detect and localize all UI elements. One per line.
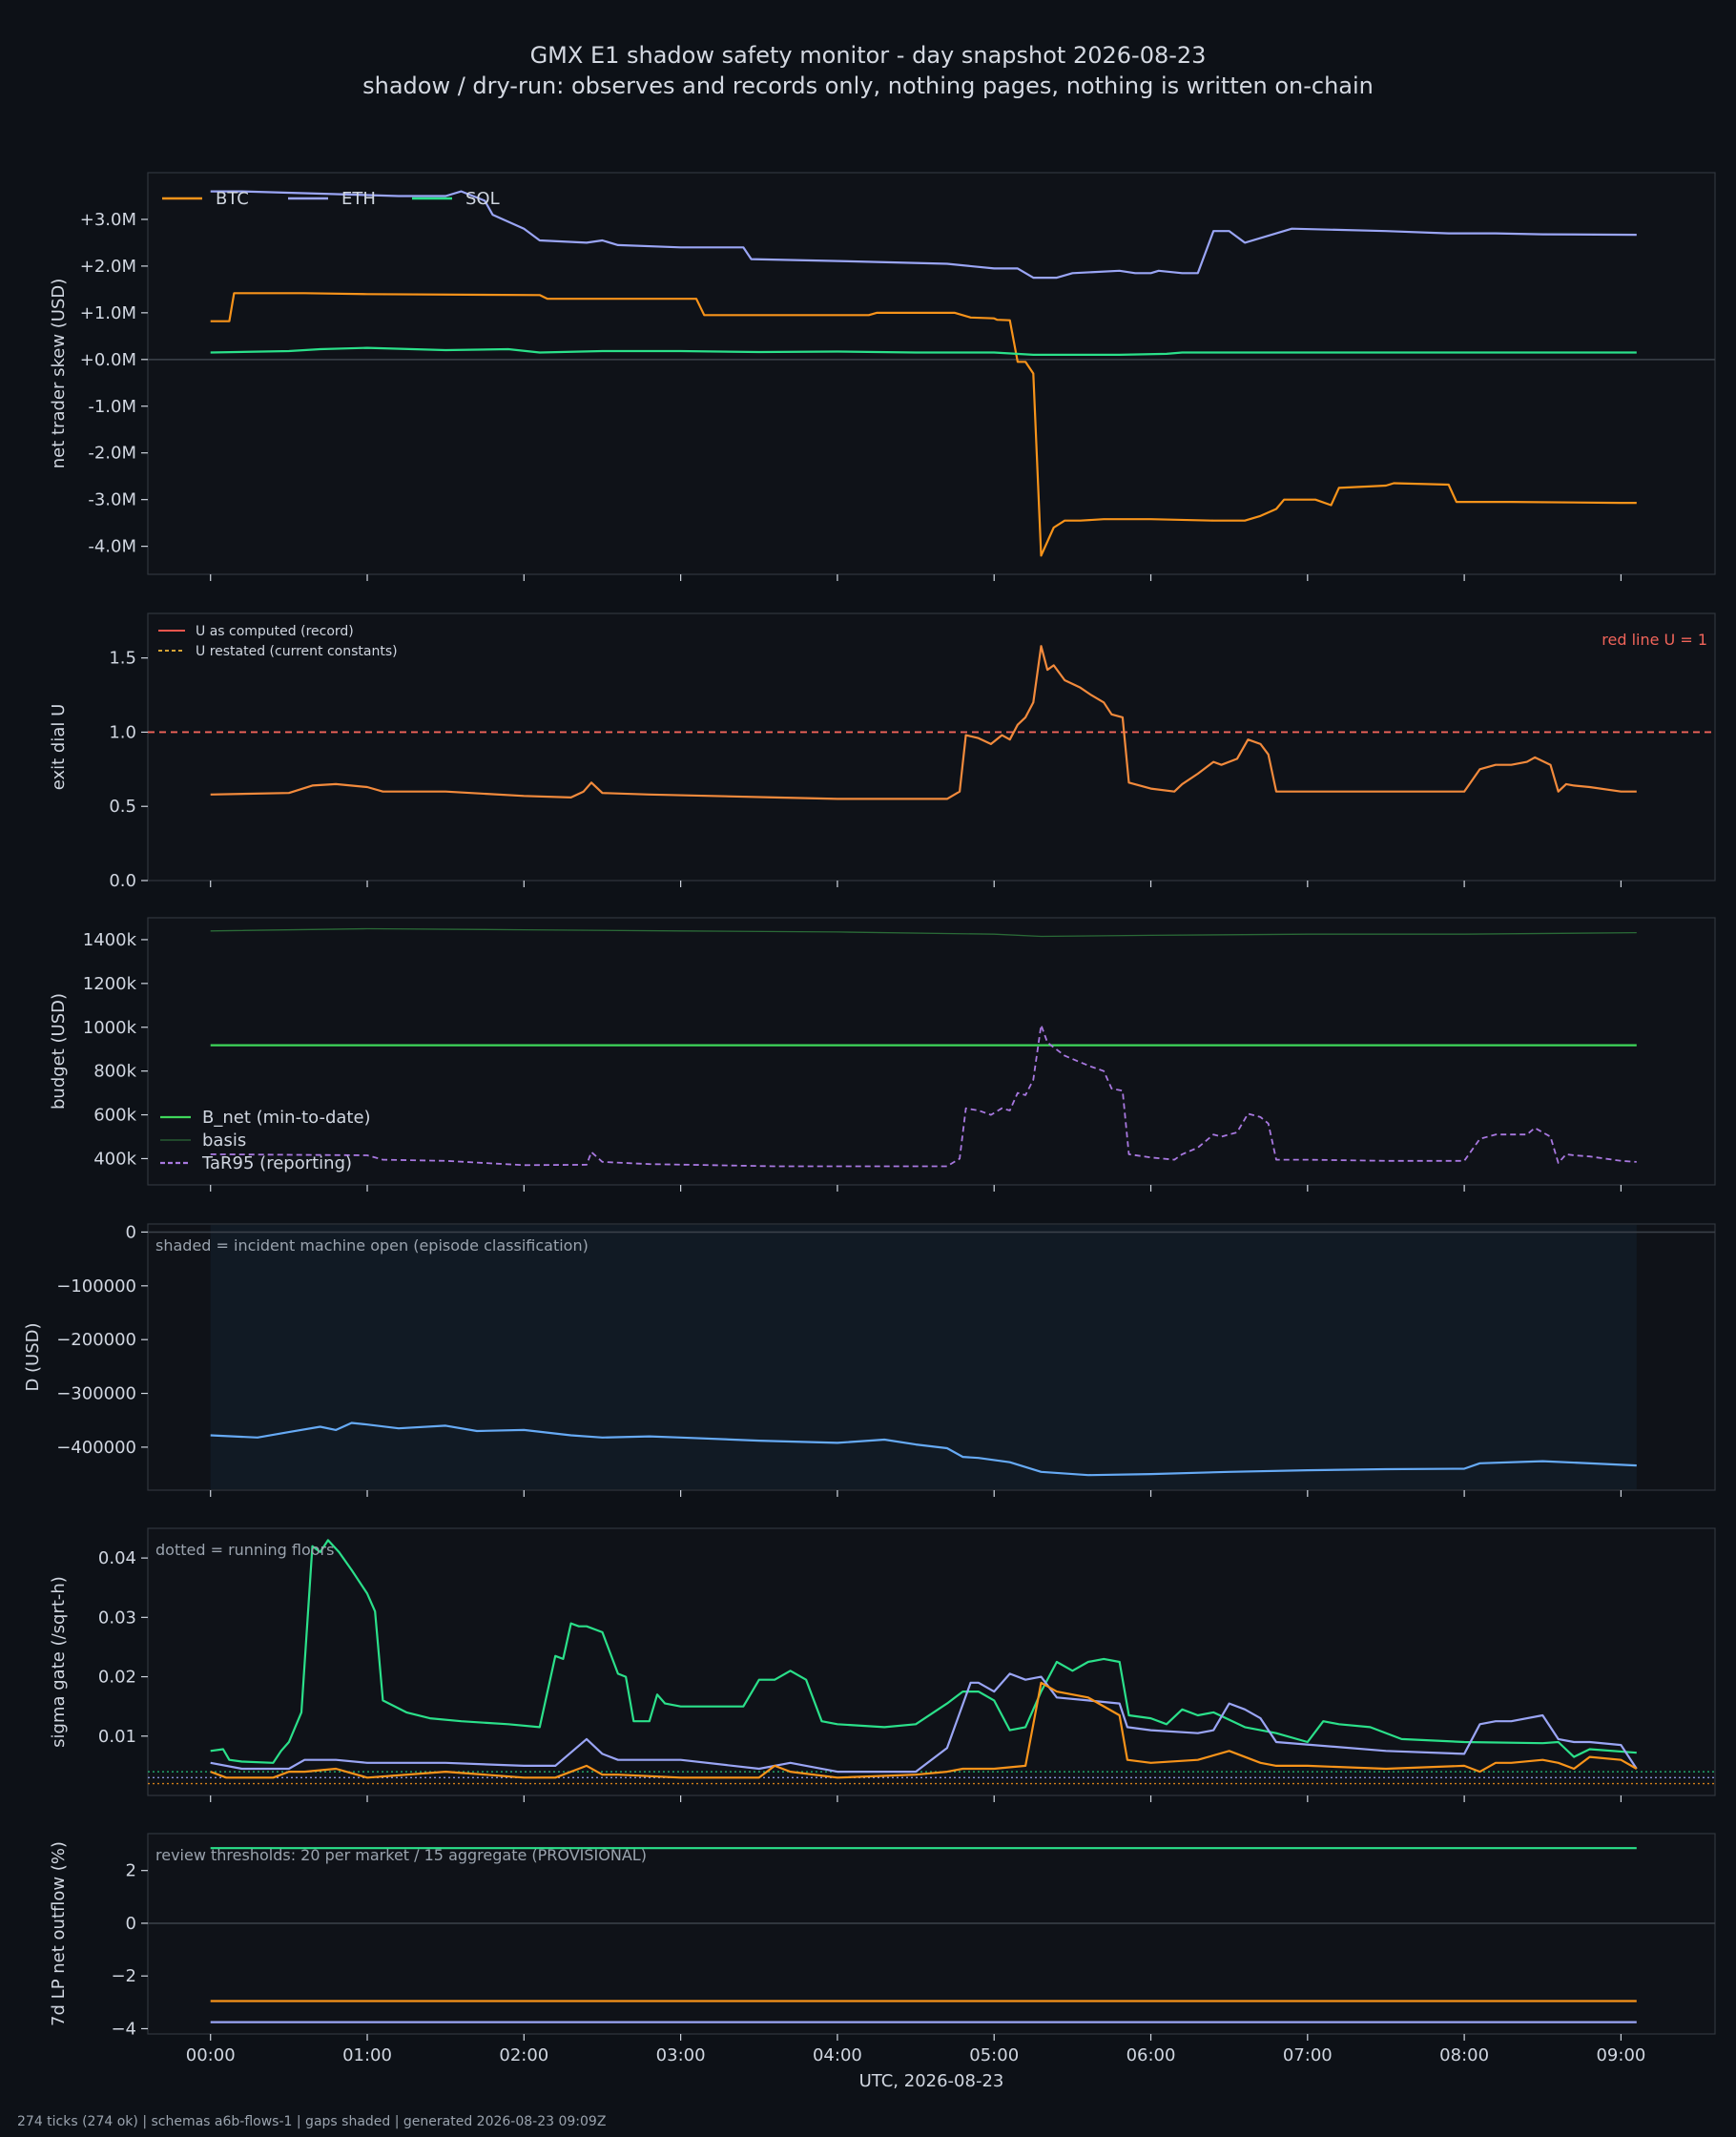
y-tick-label: 0.04 bbox=[98, 1548, 136, 1568]
y-tick-label: −300000 bbox=[56, 1384, 136, 1404]
x-axis-label: UTC, 2026-08-23 bbox=[859, 2071, 1004, 2091]
y-tick-label: 0.5 bbox=[109, 797, 136, 817]
panel-budget: 400k 600k 800k 1000k 1200k 1400k budget (USD) B… bbox=[49, 917, 1716, 1192]
y-tick-label: +0.0M bbox=[80, 350, 136, 370]
axes-frame bbox=[147, 1527, 1716, 1796]
chart-title: GMX E1 shadow safety monitor - day snaps… bbox=[530, 42, 1207, 69]
y-tick-label: 800k bbox=[93, 1062, 136, 1082]
series-line-u bbox=[210, 645, 1637, 800]
y-tick-label: -2.0M bbox=[88, 444, 136, 464]
series-line-sol bbox=[210, 1539, 1637, 1764]
y-tick-label: −100000 bbox=[56, 1276, 136, 1297]
series-line-sol bbox=[210, 346, 1637, 356]
y-axis-label: net trader skew (USD) bbox=[49, 279, 69, 469]
y-axis-label: budget (USD) bbox=[49, 993, 69, 1110]
legend-label: BTC bbox=[216, 189, 249, 209]
y-tick-label: 0.03 bbox=[98, 1608, 136, 1628]
y-tick-label: +2.0M bbox=[80, 257, 136, 277]
y-tick-label: -3.0M bbox=[88, 490, 136, 510]
y-axis-label: exit dial U bbox=[49, 704, 69, 791]
panel-annotation: shaded = incident machine open (episode … bbox=[155, 1236, 589, 1255]
series-line-btc bbox=[210, 1681, 1638, 1779]
panel-exit-dial: red line U = 1 0.0 0.5 1.0 1.5 exit dial U U a… bbox=[49, 612, 1716, 891]
y-tick-label: −2 bbox=[111, 1966, 136, 1986]
y-tick-label: −400000 bbox=[56, 1438, 136, 1458]
series-line-d bbox=[210, 1421, 1637, 1477]
legend-label: U restated (current constants) bbox=[196, 644, 398, 659]
footer-status: 274 ticks (274 ok) | schemas a6b-flows-1… bbox=[17, 2114, 606, 2129]
x-tick-label: 04:00 bbox=[813, 2045, 862, 2065]
y-tick-label: -1.0M bbox=[88, 397, 136, 417]
legend-label: TaR95 (reporting) bbox=[201, 1153, 352, 1173]
series-line-eth bbox=[210, 190, 1637, 280]
y-tick-label: 0.01 bbox=[98, 1727, 136, 1747]
legend-label: U as computed (record) bbox=[196, 624, 354, 639]
x-tick-label: 03:00 bbox=[656, 2045, 706, 2065]
y-tick-label: 600k bbox=[93, 1106, 136, 1126]
y-tick-label: 1400k bbox=[83, 930, 137, 950]
y-axis-label: 7d LP net outflow (%) bbox=[49, 1841, 69, 2026]
x-tick-label: 07:00 bbox=[1283, 2045, 1333, 2065]
series-line-basis bbox=[210, 927, 1637, 938]
panel-lp-outflow: 2 0 −2 −4 00:00 01:00 02:00 03:00 04:00 05:00 06:0… bbox=[49, 1833, 1716, 2091]
series-line-btc bbox=[210, 292, 1637, 557]
y-tick-label: 1.5 bbox=[109, 649, 136, 669]
y-tick-label: 1.0 bbox=[109, 722, 136, 742]
y-axis-label: sigma gate (/sqrt-h) bbox=[49, 1576, 69, 1748]
legend-label: SOL bbox=[465, 189, 500, 209]
axes-frame bbox=[147, 917, 1716, 1186]
y-tick-label: −4 bbox=[111, 2019, 136, 2039]
legend-label: basis bbox=[202, 1131, 246, 1151]
y-tick-label: 0 bbox=[126, 1222, 136, 1242]
y-tick-label: 0 bbox=[126, 1914, 136, 1934]
panel-skew: +3.0M +2.0M +1.0M +0.0M -1.0M -2.0M -3.0M -4.0M… bbox=[49, 172, 1716, 581]
x-tick-label: 09:00 bbox=[1596, 2045, 1645, 2065]
y-tick-label: 1200k bbox=[83, 974, 137, 994]
y-tick-label: 1000k bbox=[83, 1018, 137, 1038]
y-tick-label: 2 bbox=[126, 1861, 136, 1881]
x-tick-label: 01:00 bbox=[342, 2045, 392, 2065]
y-tick-label: +1.0M bbox=[80, 303, 136, 323]
red-line-label: red line U = 1 bbox=[1602, 631, 1707, 649]
panel-annotation: review thresholds: 20 per market / 15 ag… bbox=[155, 1846, 647, 1864]
x-tick-label: 06:00 bbox=[1126, 2045, 1176, 2065]
y-tick-label: −200000 bbox=[56, 1330, 136, 1350]
incident-shade bbox=[210, 1225, 1637, 1489]
y-tick-label: 400k bbox=[93, 1149, 136, 1169]
x-tick-label: 08:00 bbox=[1439, 2045, 1489, 2065]
x-tick-label: 05:00 bbox=[969, 2045, 1019, 2065]
x-tick-label: 02:00 bbox=[499, 2045, 548, 2065]
chart-subtitle: shadow / dry-run: observes and records o… bbox=[362, 73, 1374, 99]
x-tick-label: 00:00 bbox=[186, 2045, 236, 2065]
y-tick-label: +3.0M bbox=[80, 210, 136, 230]
panel-sigma-gate: 0.01 0.02 0.03 0.04 sigma gate (/sqrt-h) dott… bbox=[49, 1527, 1716, 1802]
series-line-eth bbox=[210, 1672, 1638, 1774]
axes-frame bbox=[147, 172, 1716, 575]
y-tick-label: -4.0M bbox=[88, 537, 136, 557]
series-line-tar95-reporting bbox=[210, 1024, 1637, 1168]
y-axis-label: D (USD) bbox=[23, 1322, 43, 1391]
y-tick-label: 0.02 bbox=[98, 1668, 136, 1688]
panel-d: 0 −100000 −200000 −300000 −400000 D (USD) shad… bbox=[23, 1222, 1716, 1497]
axes-frame bbox=[147, 612, 1716, 882]
y-tick-label: 0.0 bbox=[109, 871, 136, 891]
legend-label: ETH bbox=[341, 189, 376, 209]
panel-annotation: dotted = running floors bbox=[155, 1541, 334, 1559]
legend-label: B_net (min-to-date) bbox=[202, 1108, 371, 1128]
